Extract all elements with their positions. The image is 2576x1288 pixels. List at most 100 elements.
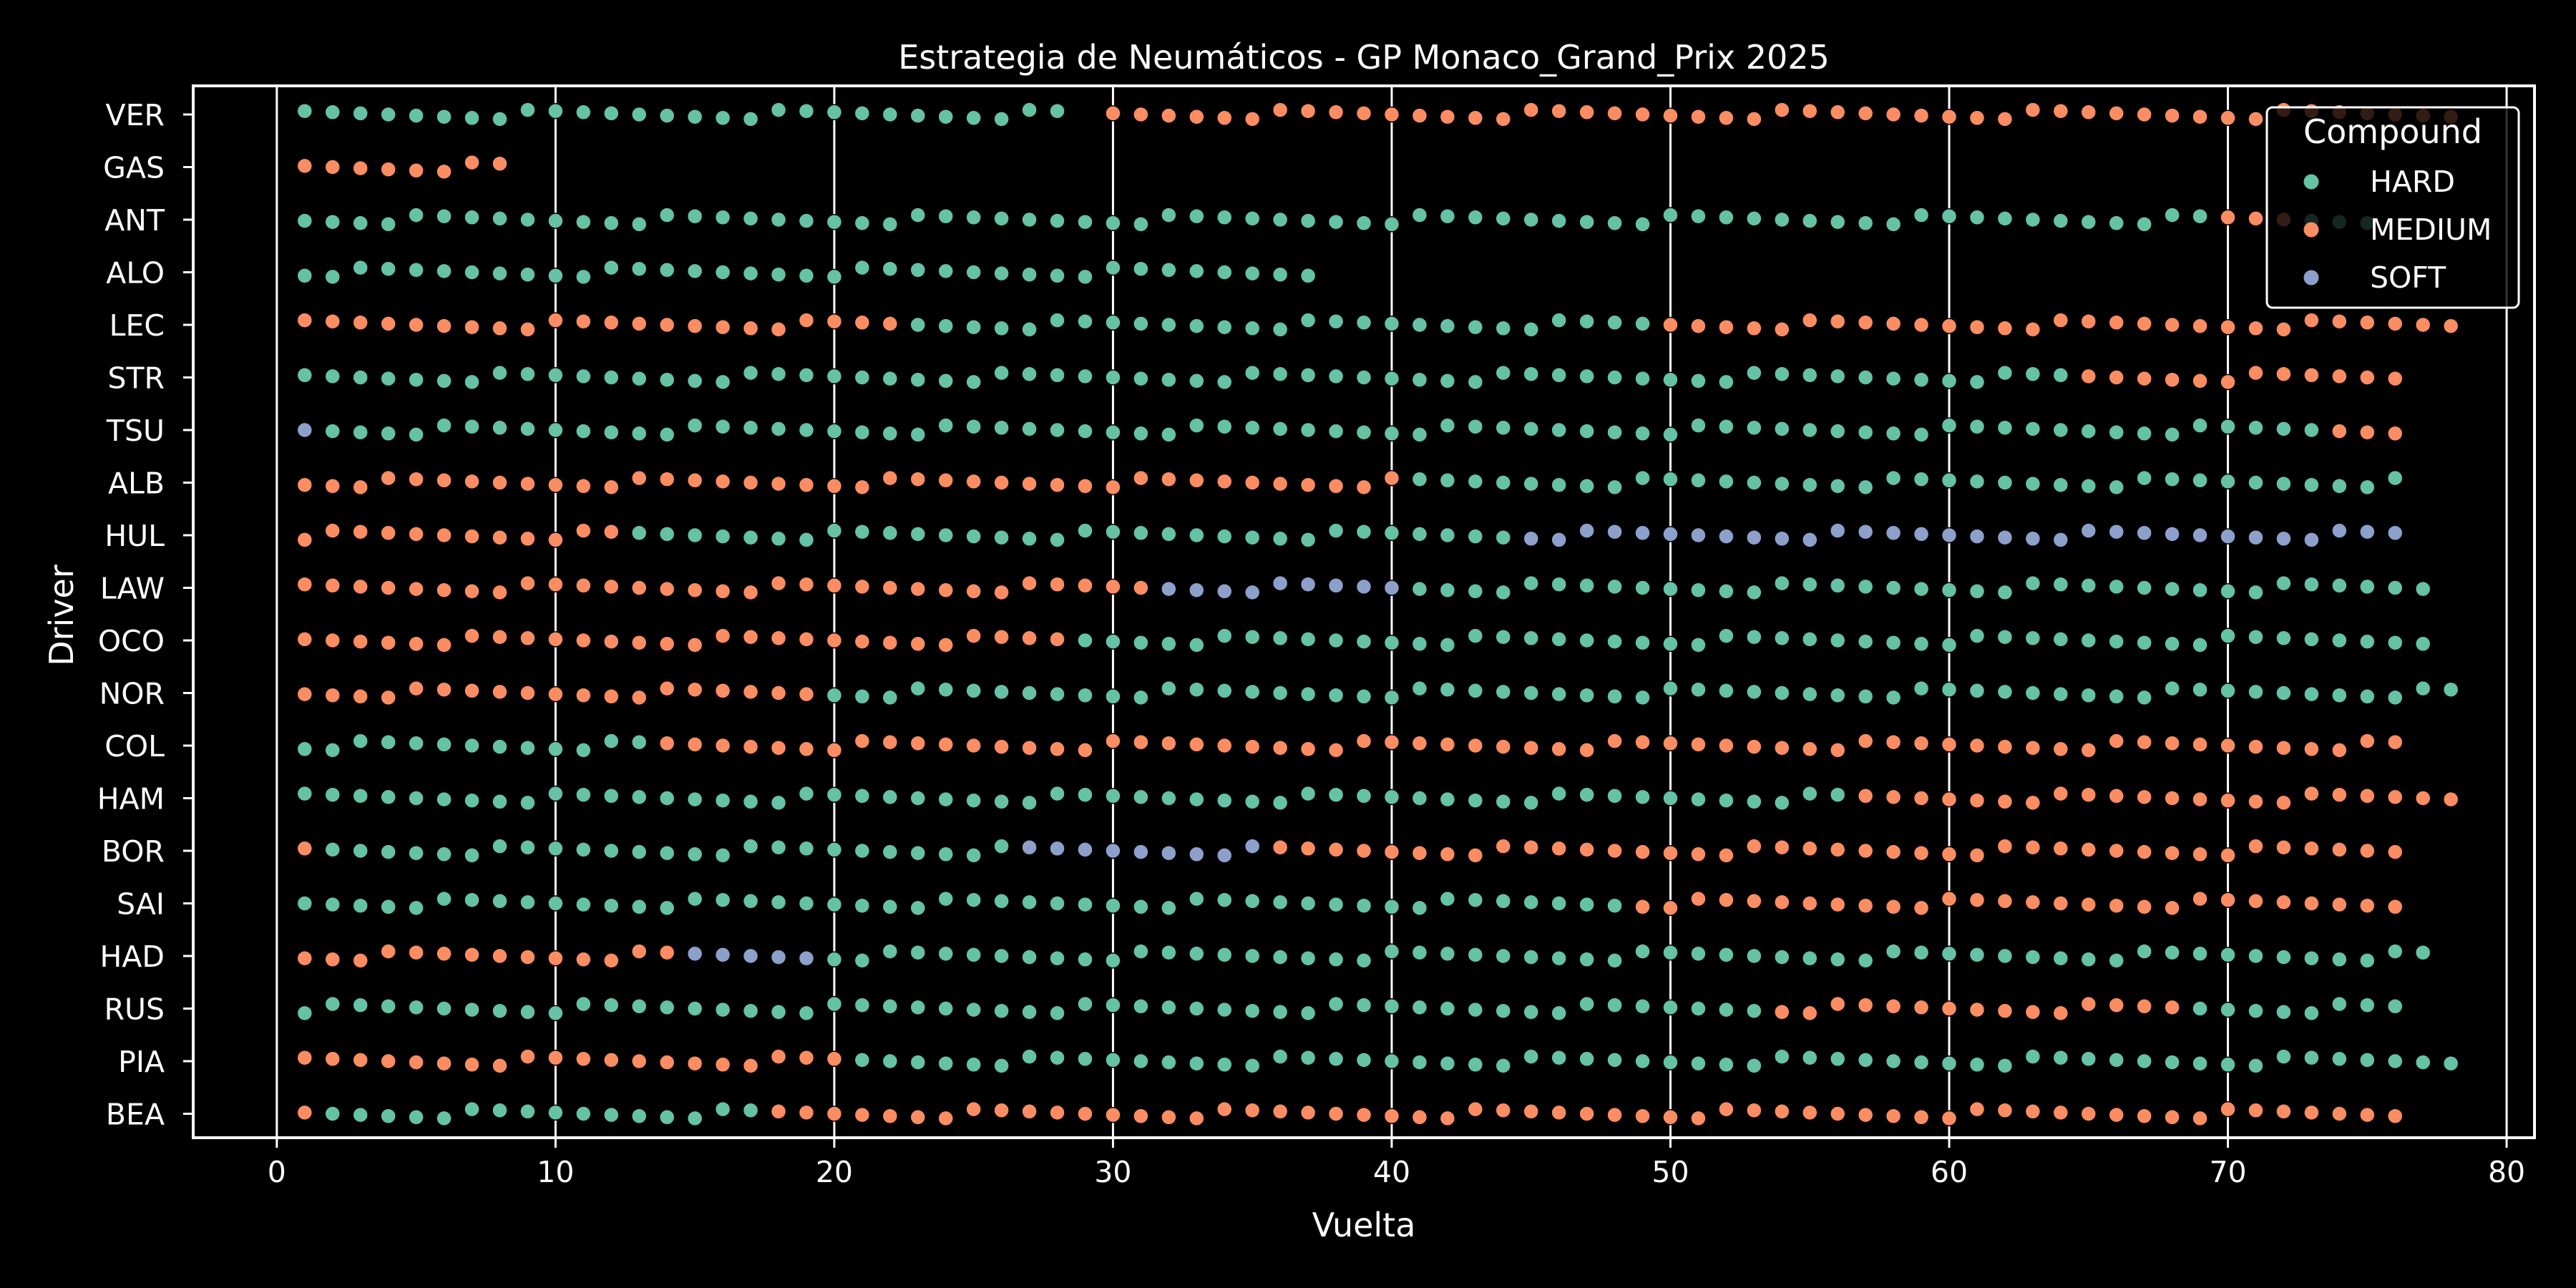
point-PIA-lap-54-hard xyxy=(1774,1048,1790,1065)
point-NOR-lap-8-medium xyxy=(492,683,508,701)
point-PIA-lap-55-hard xyxy=(1801,1049,1818,1066)
point-BOR-lap-50-medium xyxy=(1662,844,1679,862)
point-STR-lap-61-hard xyxy=(1968,374,1986,391)
point-ANT-lap-40-hard xyxy=(1383,216,1400,233)
point-RUS-lap-69-hard xyxy=(2192,1000,2208,1017)
point-ANT-lap-2-hard xyxy=(324,213,341,230)
point-LEC-lap-18-medium xyxy=(770,321,787,338)
point-SAI-lap-19-hard xyxy=(798,895,815,912)
point-HAM-lap-36-hard xyxy=(1272,794,1289,811)
point-TSU-lap-50-hard xyxy=(1662,426,1679,443)
point-ANT-lap-35-hard xyxy=(1244,210,1261,227)
point-HAM-lap-74-medium xyxy=(2331,786,2348,803)
point-LEC-lap-52-medium xyxy=(1718,318,1735,336)
point-NOR-lap-46-hard xyxy=(1551,686,1567,703)
point-STR-lap-34-hard xyxy=(1216,374,1233,391)
point-GAS-lap-6-medium xyxy=(436,163,452,180)
point-ALB-lap-14-medium xyxy=(658,471,675,487)
point-HUL-lap-10-medium xyxy=(547,532,564,548)
point-BOR-lap-43-medium xyxy=(1467,847,1484,864)
point-HUL-lap-11-medium xyxy=(575,522,592,539)
point-OCO-lap-4-medium xyxy=(380,634,396,651)
point-NOR-lap-27-hard xyxy=(1021,685,1038,701)
point-BOR-lap-35-soft xyxy=(1244,838,1261,854)
point-COL-lap-35-medium xyxy=(1244,738,1261,755)
point-TSU-lap-15-hard xyxy=(686,417,703,434)
point-STR-lap-39-hard xyxy=(1355,369,1372,386)
point-BEA-lap-73-medium xyxy=(2303,1104,2320,1121)
point-ALB-lap-58-hard xyxy=(1885,469,1902,487)
point-ALB-lap-41-hard xyxy=(1411,471,1428,487)
point-COL-lap-21-medium xyxy=(854,733,871,749)
point-COL-lap-36-medium xyxy=(1272,739,1289,756)
point-HUL-lap-61-soft xyxy=(1968,528,1986,545)
point-ANT-lap-69-hard xyxy=(2192,208,2208,225)
point-SAI-lap-61-medium xyxy=(1968,892,1986,908)
point-NOR-lap-31-hard xyxy=(1133,689,1149,706)
series-soft xyxy=(296,421,2404,967)
point-LEC-lap-13-medium xyxy=(630,316,648,332)
point-HUL-lap-56-soft xyxy=(1829,522,1846,539)
point-PIA-lap-30-hard xyxy=(1105,1052,1121,1068)
point-NOR-lap-18-medium xyxy=(770,685,787,701)
point-BEA-lap-50-medium xyxy=(1662,1109,1679,1126)
point-BEA-lap-57-medium xyxy=(1857,1106,1874,1123)
point-BEA-lap-30-medium xyxy=(1105,1106,1121,1123)
point-COL-lap-24-medium xyxy=(937,736,954,753)
point-PIA-lap-67-hard xyxy=(2136,1053,2152,1070)
point-PIA-lap-65-hard xyxy=(2080,1050,2097,1068)
point-STR-lap-64-hard xyxy=(2052,367,2069,384)
point-PIA-lap-32-hard xyxy=(1161,1054,1177,1070)
point-SAI-lap-25-hard xyxy=(965,892,982,908)
point-PIA-lap-78-hard xyxy=(2442,1055,2459,1072)
point-ALO-lap-33-hard xyxy=(1189,263,1205,280)
point-ANT-lap-31-hard xyxy=(1133,216,1149,233)
point-ALB-lap-27-medium xyxy=(1021,475,1038,492)
point-COL-lap-71-medium xyxy=(2248,738,2264,755)
point-HUL-lap-51-soft xyxy=(1690,527,1707,544)
point-HAM-lap-22-hard xyxy=(882,789,899,806)
point-HUL-lap-49-soft xyxy=(1634,525,1651,542)
point-HAD-lap-46-hard xyxy=(1551,950,1567,967)
point-VER-lap-49-medium xyxy=(1634,106,1651,123)
point-LAW-lap-6-medium xyxy=(436,582,452,598)
point-COL-lap-15-medium xyxy=(686,736,703,753)
point-RUS-lap-64-medium xyxy=(2052,1005,2069,1022)
point-VER-lap-63-medium xyxy=(2024,102,2041,118)
point-BEA-lap-67-medium xyxy=(2136,1108,2152,1124)
x-tick-label: 70 xyxy=(2209,1155,2246,1189)
point-RUS-lap-50-hard xyxy=(1662,999,1679,1016)
point-HAD-lap-37-hard xyxy=(1299,950,1317,967)
point-ANT-lap-4-hard xyxy=(380,216,396,233)
point-STR-lap-43-hard xyxy=(1467,374,1484,391)
y-tick-label-ALB: ALB xyxy=(108,467,165,501)
point-BOR-lap-59-medium xyxy=(1913,844,1930,862)
point-COL-lap-61-medium xyxy=(1968,737,1986,754)
point-SAI-lap-2-hard xyxy=(324,896,341,913)
point-SAI-lap-70-medium xyxy=(2220,892,2236,908)
point-HUL-lap-57-soft xyxy=(1857,523,1874,540)
point-ALB-lap-25-medium xyxy=(965,473,982,490)
point-HAM-lap-29-hard xyxy=(1077,786,1093,803)
point-LEC-lap-66-medium xyxy=(2108,314,2124,331)
point-ALB-lap-49-hard xyxy=(1634,469,1651,487)
y-tick-label-NOR: NOR xyxy=(99,677,165,711)
point-STR-lap-36-hard xyxy=(1272,366,1289,382)
point-GAS-lap-8-medium xyxy=(492,155,508,172)
point-RUS-lap-5-hard xyxy=(408,999,424,1016)
point-SAI-lap-4-hard xyxy=(380,899,396,915)
point-LEC-lap-9-medium xyxy=(519,321,536,338)
point-COL-lap-52-medium xyxy=(1718,737,1735,754)
point-TSU-lap-62-hard xyxy=(1996,419,2014,436)
point-ANT-lap-51-hard xyxy=(1690,208,1707,225)
point-VER-lap-43-medium xyxy=(1467,109,1484,127)
point-OCO-lap-14-medium xyxy=(658,635,675,653)
point-VER-lap-14-hard xyxy=(658,107,675,124)
point-BEA-lap-9-hard xyxy=(519,1103,536,1120)
point-RUS-lap-31-hard xyxy=(1133,998,1149,1015)
point-NOR-lap-51-hard xyxy=(1690,681,1707,698)
point-LEC-lap-15-medium xyxy=(686,318,703,334)
point-GAS-lap-7-medium xyxy=(464,154,480,171)
point-HUL-lap-6-medium xyxy=(436,527,452,544)
point-BEA-lap-25-medium xyxy=(965,1101,982,1118)
